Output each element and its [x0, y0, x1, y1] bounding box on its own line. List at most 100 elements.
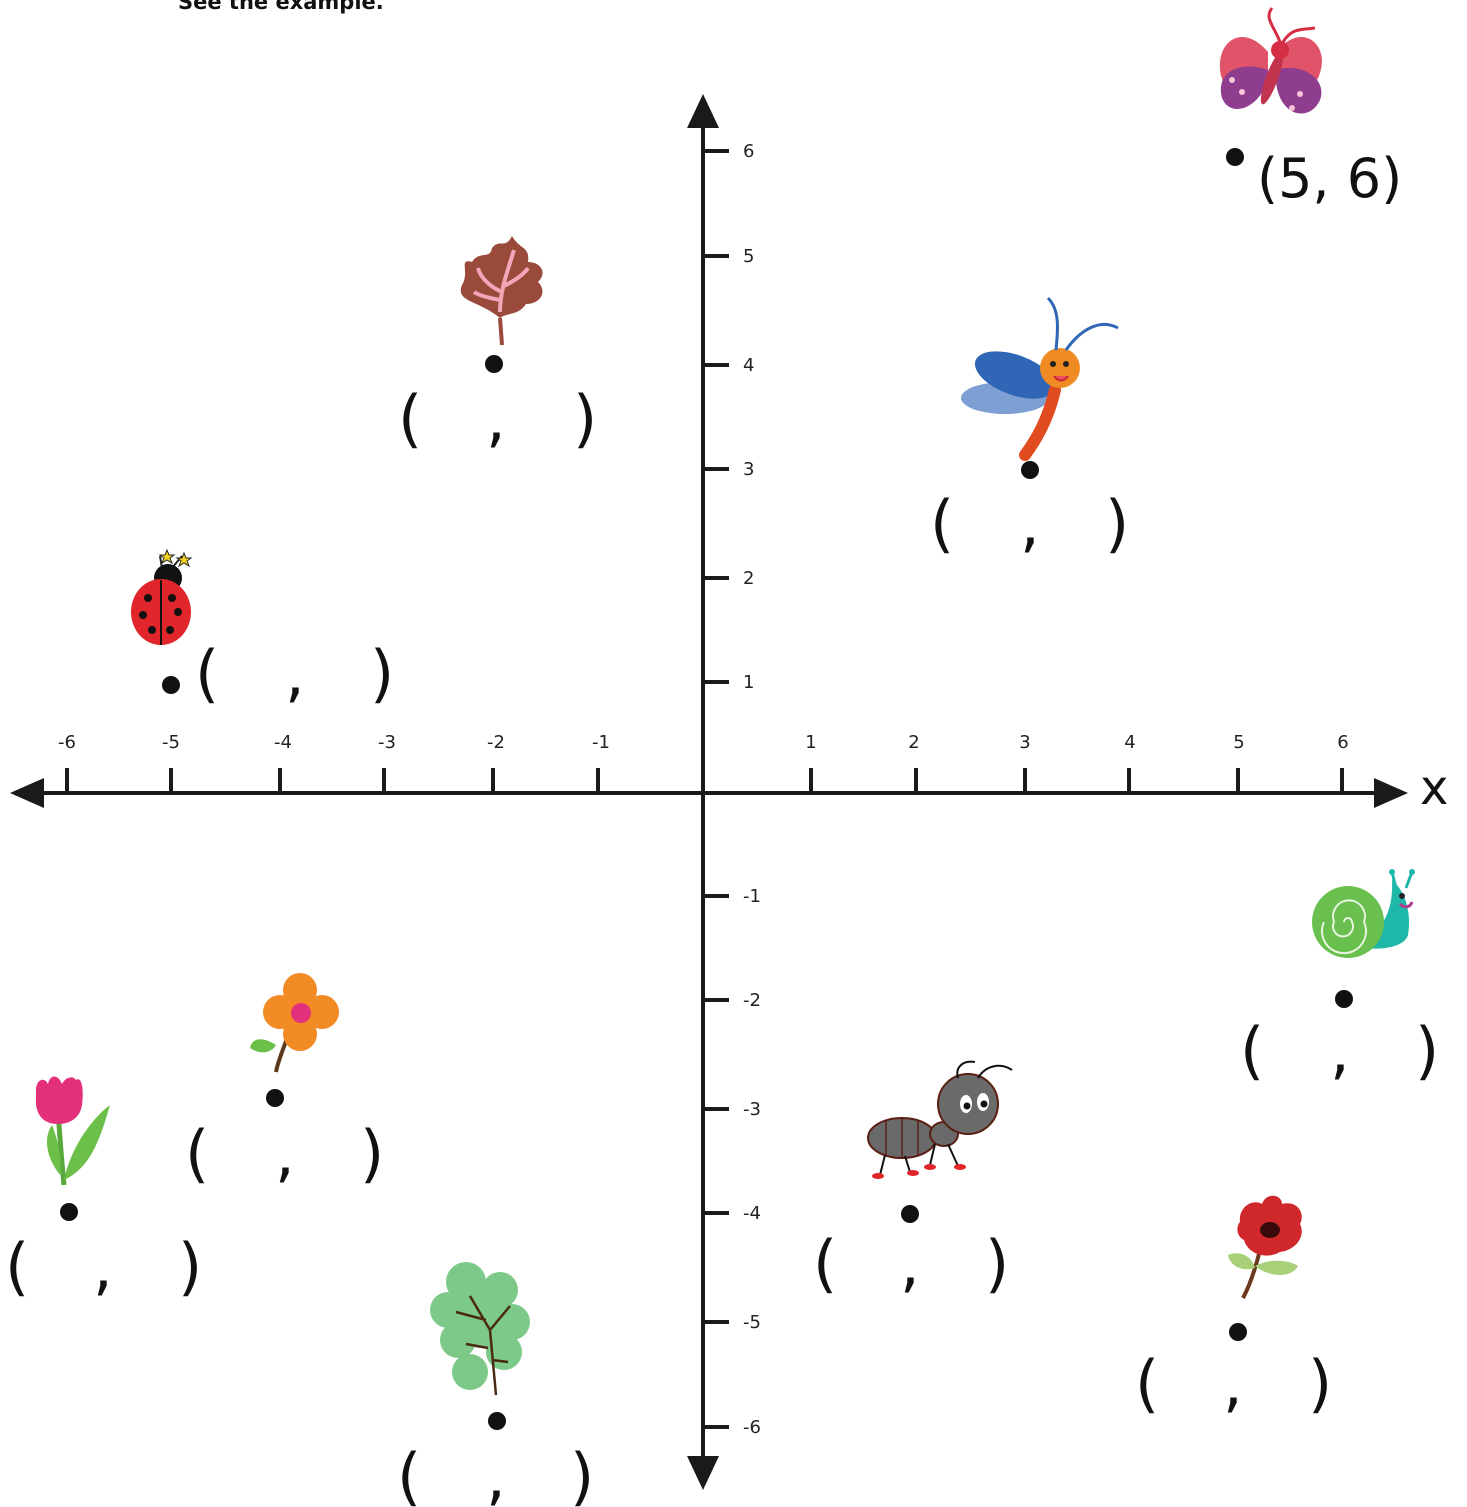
open-paren: (: [1240, 1014, 1264, 1087]
y-tick-label: -5: [743, 1312, 761, 1333]
comma: ,: [486, 1440, 506, 1507]
point-green-leaf: ( , ): [397, 1262, 594, 1507]
point-dragonfly: ( , ): [930, 296, 1129, 560]
x-tick-label: 5: [1233, 732, 1244, 753]
comma: ,: [1223, 1347, 1243, 1420]
open-paren: (: [5, 1230, 29, 1303]
y-tick-labels: 6 5 4 3 2 1 -1 -2 -3 -4 -5 -6: [743, 141, 761, 1438]
open-paren: (: [185, 1117, 209, 1190]
answer-blank[interactable]: ( , ): [195, 637, 394, 710]
y-tick-label: 4: [743, 355, 754, 376]
x-ticks: [65, 768, 1344, 793]
answer-blank[interactable]: ( , ): [1240, 1014, 1439, 1087]
y-tick-label: -1: [743, 886, 761, 907]
dragonfly-icon: [961, 296, 1119, 461]
example-point: (5, 6): [1219, 7, 1402, 210]
y-axis-top-arrow: [687, 94, 719, 128]
x-tick-label: 6: [1337, 732, 1348, 753]
point-tulip: ( , ): [5, 1076, 202, 1303]
y-tick-label: 5: [743, 246, 754, 267]
answer-blank[interactable]: ( , ): [185, 1117, 384, 1190]
snail-icon: [1312, 869, 1415, 958]
point-dot: [901, 1205, 919, 1223]
y-tick-label: 3: [743, 459, 754, 480]
point-rose: ( , ): [1135, 1195, 1332, 1420]
open-paren: (: [398, 382, 422, 455]
x-tick-label: 2: [908, 732, 919, 753]
point-flower: ( , ): [185, 973, 384, 1190]
green-leaf-icon: [430, 1262, 530, 1396]
point-ladybug: ( , ): [131, 548, 394, 710]
x-tick-label: -3: [378, 732, 396, 753]
point-dot: [1226, 148, 1244, 166]
rose-icon: [1228, 1195, 1302, 1299]
y-ticks: [703, 149, 729, 1429]
point-dot: [266, 1089, 284, 1107]
x-axis: x: [10, 760, 1448, 816]
x-tick-label: 3: [1019, 732, 1030, 753]
point-dot: [485, 355, 503, 373]
y-axis: [687, 94, 719, 1490]
x-tick-label: -2: [487, 732, 505, 753]
point-dot: [488, 1412, 506, 1430]
open-paren: (: [195, 637, 219, 710]
x-tick-labels: -6 -5 -4 -3 -2 -1 1 2 3 4 5 6: [58, 732, 1349, 753]
y-tick-label: 2: [743, 568, 754, 589]
point-dot: [1021, 461, 1039, 479]
comma: ,: [900, 1227, 920, 1300]
point-leaf: ( , ): [398, 236, 597, 455]
x-tick-label: 4: [1124, 732, 1135, 753]
open-paren: (: [813, 1227, 837, 1300]
open-paren: (: [930, 487, 954, 560]
close-paren: ): [360, 1117, 384, 1190]
tulip-icon: [36, 1076, 110, 1186]
comma: ,: [285, 637, 305, 710]
comma: ,: [1020, 487, 1040, 560]
instruction-text: See the example.: [178, 0, 384, 14]
ladybug-icon: [131, 548, 193, 645]
close-paren: ): [570, 1440, 594, 1507]
open-paren: (: [397, 1440, 421, 1507]
comma: ,: [1330, 1014, 1350, 1087]
close-paren: ): [1105, 487, 1129, 560]
close-paren: ): [370, 637, 394, 710]
answer-blank[interactable]: ( , ): [813, 1227, 1009, 1300]
y-tick-label: 1: [743, 672, 754, 693]
y-tick-label: -2: [743, 990, 761, 1011]
answer-blank[interactable]: ( , ): [398, 382, 597, 455]
ant-icon: [867, 1060, 1013, 1179]
x-axis-name: x: [1420, 760, 1448, 816]
close-paren: ): [573, 382, 597, 455]
maple-leaf-icon: [460, 236, 543, 346]
x-tick-label: -6: [58, 732, 76, 753]
point-dot: [162, 676, 180, 694]
close-paren: ): [1415, 1014, 1439, 1087]
answer-blank[interactable]: ( , ): [5, 1230, 202, 1303]
x-tick-label: -4: [274, 732, 292, 753]
x-tick-label: -5: [162, 732, 180, 753]
example-label: (5, 6): [1257, 147, 1402, 210]
comma: ,: [275, 1117, 295, 1190]
x-tick-label: -1: [592, 732, 610, 753]
butterfly-icon: [1219, 7, 1322, 114]
y-tick-label: -4: [743, 1203, 761, 1224]
open-paren: (: [1135, 1347, 1159, 1420]
answer-blank[interactable]: ( , ): [397, 1440, 594, 1507]
answer-blank[interactable]: ( , ): [1135, 1347, 1332, 1420]
x-tick-label: 1: [805, 732, 816, 753]
close-paren: ): [985, 1227, 1009, 1300]
y-tick-label: -3: [743, 1099, 761, 1120]
close-paren: ): [1308, 1347, 1332, 1420]
comma: ,: [486, 382, 506, 455]
point-dot: [1335, 990, 1353, 1008]
x-axis-right-arrow: [1374, 778, 1408, 808]
point-ant: ( , ): [813, 1060, 1013, 1300]
point-snail: ( , ): [1240, 869, 1439, 1087]
y-tick-label: -6: [743, 1417, 761, 1438]
answer-blank[interactable]: ( , ): [930, 487, 1129, 560]
close-paren: ): [178, 1230, 202, 1303]
comma: ,: [93, 1230, 113, 1303]
y-tick-label: 6: [743, 141, 754, 162]
orange-flower-icon: [250, 973, 339, 1073]
